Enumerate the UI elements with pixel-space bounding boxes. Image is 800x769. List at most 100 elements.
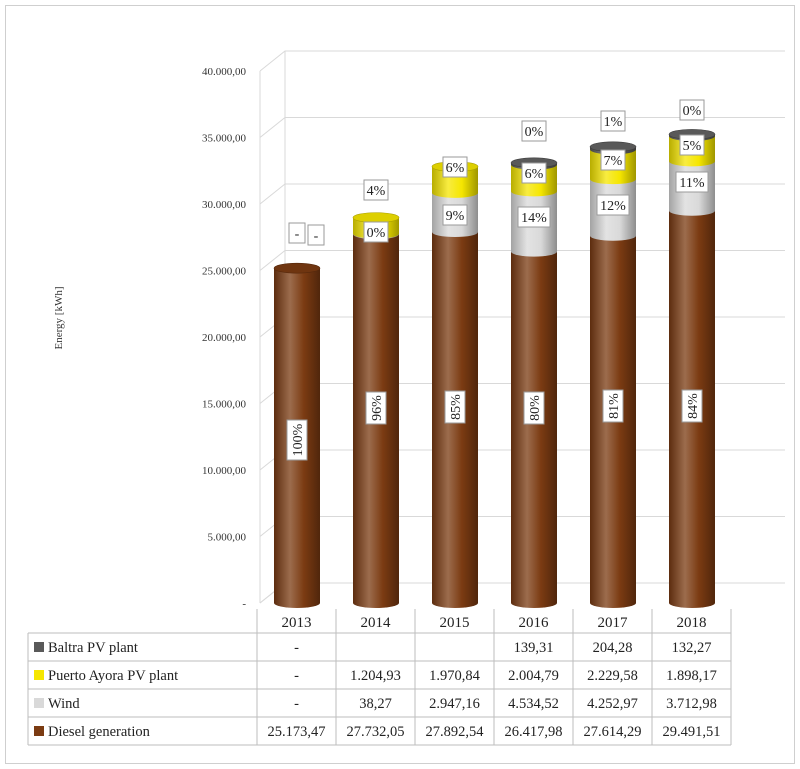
- y-axis: - 5.000,00 10.000,00 15.000,00 20.000,00 25.0…: [202, 66, 247, 610]
- legend-swatch: [34, 670, 44, 680]
- legend-swatch: [34, 698, 44, 708]
- legend-series-name: Wind: [48, 696, 80, 712]
- pv-percent-label-text: -: [314, 229, 319, 244]
- pv-percent-label-text: 6%: [525, 167, 544, 182]
- y-tick-label: 40.000,00: [202, 66, 247, 78]
- y-axis-label: Energy [kWh]: [53, 286, 65, 349]
- wind-percent-label: 12%: [597, 195, 629, 215]
- x-category-label: 2016: [519, 615, 550, 631]
- legend-swatch: [34, 642, 44, 652]
- table-cell: 2.004,79: [508, 668, 559, 684]
- diesel-percent-label-text: 96%: [370, 395, 385, 421]
- diesel-percent-label-text: 85%: [449, 394, 464, 420]
- table-cell: 27.732,05: [347, 724, 405, 740]
- x-category-label: 2017: [598, 615, 629, 631]
- diesel-percent-label: 96%: [366, 392, 386, 424]
- wind-percent-label-text: 14%: [521, 211, 547, 226]
- pv-percent-label-text: 7%: [604, 154, 623, 169]
- pv-percent-label-text: 6%: [446, 161, 465, 176]
- bars: [274, 129, 715, 608]
- table-cell: 2.947,16: [429, 696, 480, 712]
- data-labels: 100% - - 96% 0% 4% 85% 9% 6% 80% 14% 6% 0% 81% 12% 7% 1%…: [287, 100, 708, 460]
- diesel-percent-label-text: 100%: [291, 423, 306, 456]
- pv-percent-label-text: 4%: [367, 184, 386, 199]
- x-category-label: 2013: [282, 615, 312, 631]
- table-cell: 26.417,98: [505, 724, 563, 740]
- legend-swatch: [34, 726, 44, 736]
- y-tick-label: 15.000,00: [202, 399, 247, 411]
- table-cell: 29.491,51: [663, 724, 721, 740]
- table-cell: 27.892,54: [426, 724, 485, 740]
- diesel-percent-label-text: 84%: [686, 393, 701, 419]
- diesel-percent-label-text: 81%: [607, 393, 622, 419]
- wind-percent-label: -: [289, 223, 305, 243]
- wind-percent-label-text: 0%: [367, 226, 386, 241]
- table-row: Baltra PV plant - 139,31 204,28 132,27: [34, 640, 711, 656]
- pv-percent-label: 6%: [443, 157, 467, 177]
- baltra-percent-label-text: 1%: [604, 115, 623, 130]
- pv-percent-label: 4%: [364, 180, 388, 200]
- table-cell: 4.534,52: [508, 696, 559, 712]
- diesel-percent-label: 84%: [682, 390, 702, 422]
- table-cell: -: [294, 696, 299, 712]
- baltra-percent-label: 0%: [522, 121, 546, 141]
- pv-percent-label: 5%: [680, 135, 704, 155]
- y-tick-label: 25.000,00: [202, 266, 247, 278]
- wind-percent-label-text: -: [295, 227, 300, 242]
- x-category-label: 2014: [361, 615, 392, 631]
- data-table: 2013 2014 2015 2016 2017 2018 Baltra PV plant -…: [28, 609, 731, 745]
- table-cell: 4.252,97: [587, 696, 638, 712]
- table-cell: 1.970,84: [429, 668, 481, 684]
- wind-percent-label-text: 12%: [600, 199, 626, 214]
- pv-percent-label-text: 5%: [683, 139, 702, 154]
- pv-percent-label: 7%: [601, 150, 625, 170]
- table-cell: 1.898,17: [666, 668, 717, 684]
- baltra-percent-label-text: 0%: [683, 104, 702, 119]
- x-category-label: 2015: [440, 615, 470, 631]
- table-cell: 204,28: [593, 640, 633, 656]
- table-cell: 38,27: [359, 696, 392, 712]
- x-category-label: 2018: [677, 615, 707, 631]
- diesel-percent-label: 85%: [445, 391, 465, 423]
- wind-percent-label: 9%: [443, 205, 467, 225]
- table-cell: 27.614,29: [584, 724, 642, 740]
- table-row: Wind - 38,27 2.947,16 4.534,52 4.252,97 3.712,…: [34, 696, 717, 712]
- y-tick-label: 20.000,00: [202, 332, 247, 344]
- gridline: [260, 51, 785, 71]
- table-cell: 25.173,47: [268, 724, 326, 740]
- diesel-percent-label-text: 80%: [528, 395, 543, 421]
- table-cell: 132,27: [672, 640, 712, 656]
- wind-percent-label: 0%: [364, 222, 388, 242]
- table-row: Diesel generation 25.173,47 27.732,05 27.89…: [34, 724, 721, 740]
- table-cell: 2.229,58: [587, 668, 638, 684]
- bar-top-cap: [353, 213, 399, 223]
- wind-percent-label-text: 9%: [446, 209, 465, 224]
- table-cell: 1.204,93: [350, 668, 401, 684]
- pv-percent-label: -: [308, 225, 324, 245]
- legend-series-name: Baltra PV plant: [48, 640, 138, 656]
- y-tick-label: 30.000,00: [202, 199, 247, 211]
- legend-series-name: Diesel generation: [48, 724, 151, 740]
- wind-percent-label-text: 11%: [679, 176, 704, 191]
- table-cell: -: [294, 668, 299, 684]
- baltra-percent-label: 1%: [601, 111, 625, 131]
- y-tick-label: -: [242, 598, 246, 610]
- bar-segment: [511, 252, 557, 608]
- diesel-percent-label: 81%: [603, 390, 623, 422]
- baltra-percent-label: 0%: [680, 100, 704, 120]
- bar-top-cap: [274, 263, 320, 273]
- diesel-percent-label: 100%: [287, 420, 307, 460]
- table-cell: 139,31: [514, 640, 554, 656]
- y-tick-label: 5.000,00: [208, 532, 247, 544]
- wind-percent-label: 11%: [676, 172, 708, 192]
- table-cell: 3.712,98: [666, 696, 717, 712]
- baltra-percent-label-text: 0%: [525, 125, 544, 140]
- pv-percent-label: 6%: [522, 163, 546, 183]
- y-tick-label: 35.000,00: [202, 133, 247, 145]
- table-cell: -: [294, 640, 299, 656]
- y-tick-label: 10.000,00: [202, 465, 247, 477]
- wind-percent-label: 14%: [518, 207, 550, 227]
- table-row: Puerto Ayora PV plant - 1.204,93 1.970,84 2.…: [34, 668, 717, 684]
- legend-series-name: Puerto Ayora PV plant: [48, 668, 178, 684]
